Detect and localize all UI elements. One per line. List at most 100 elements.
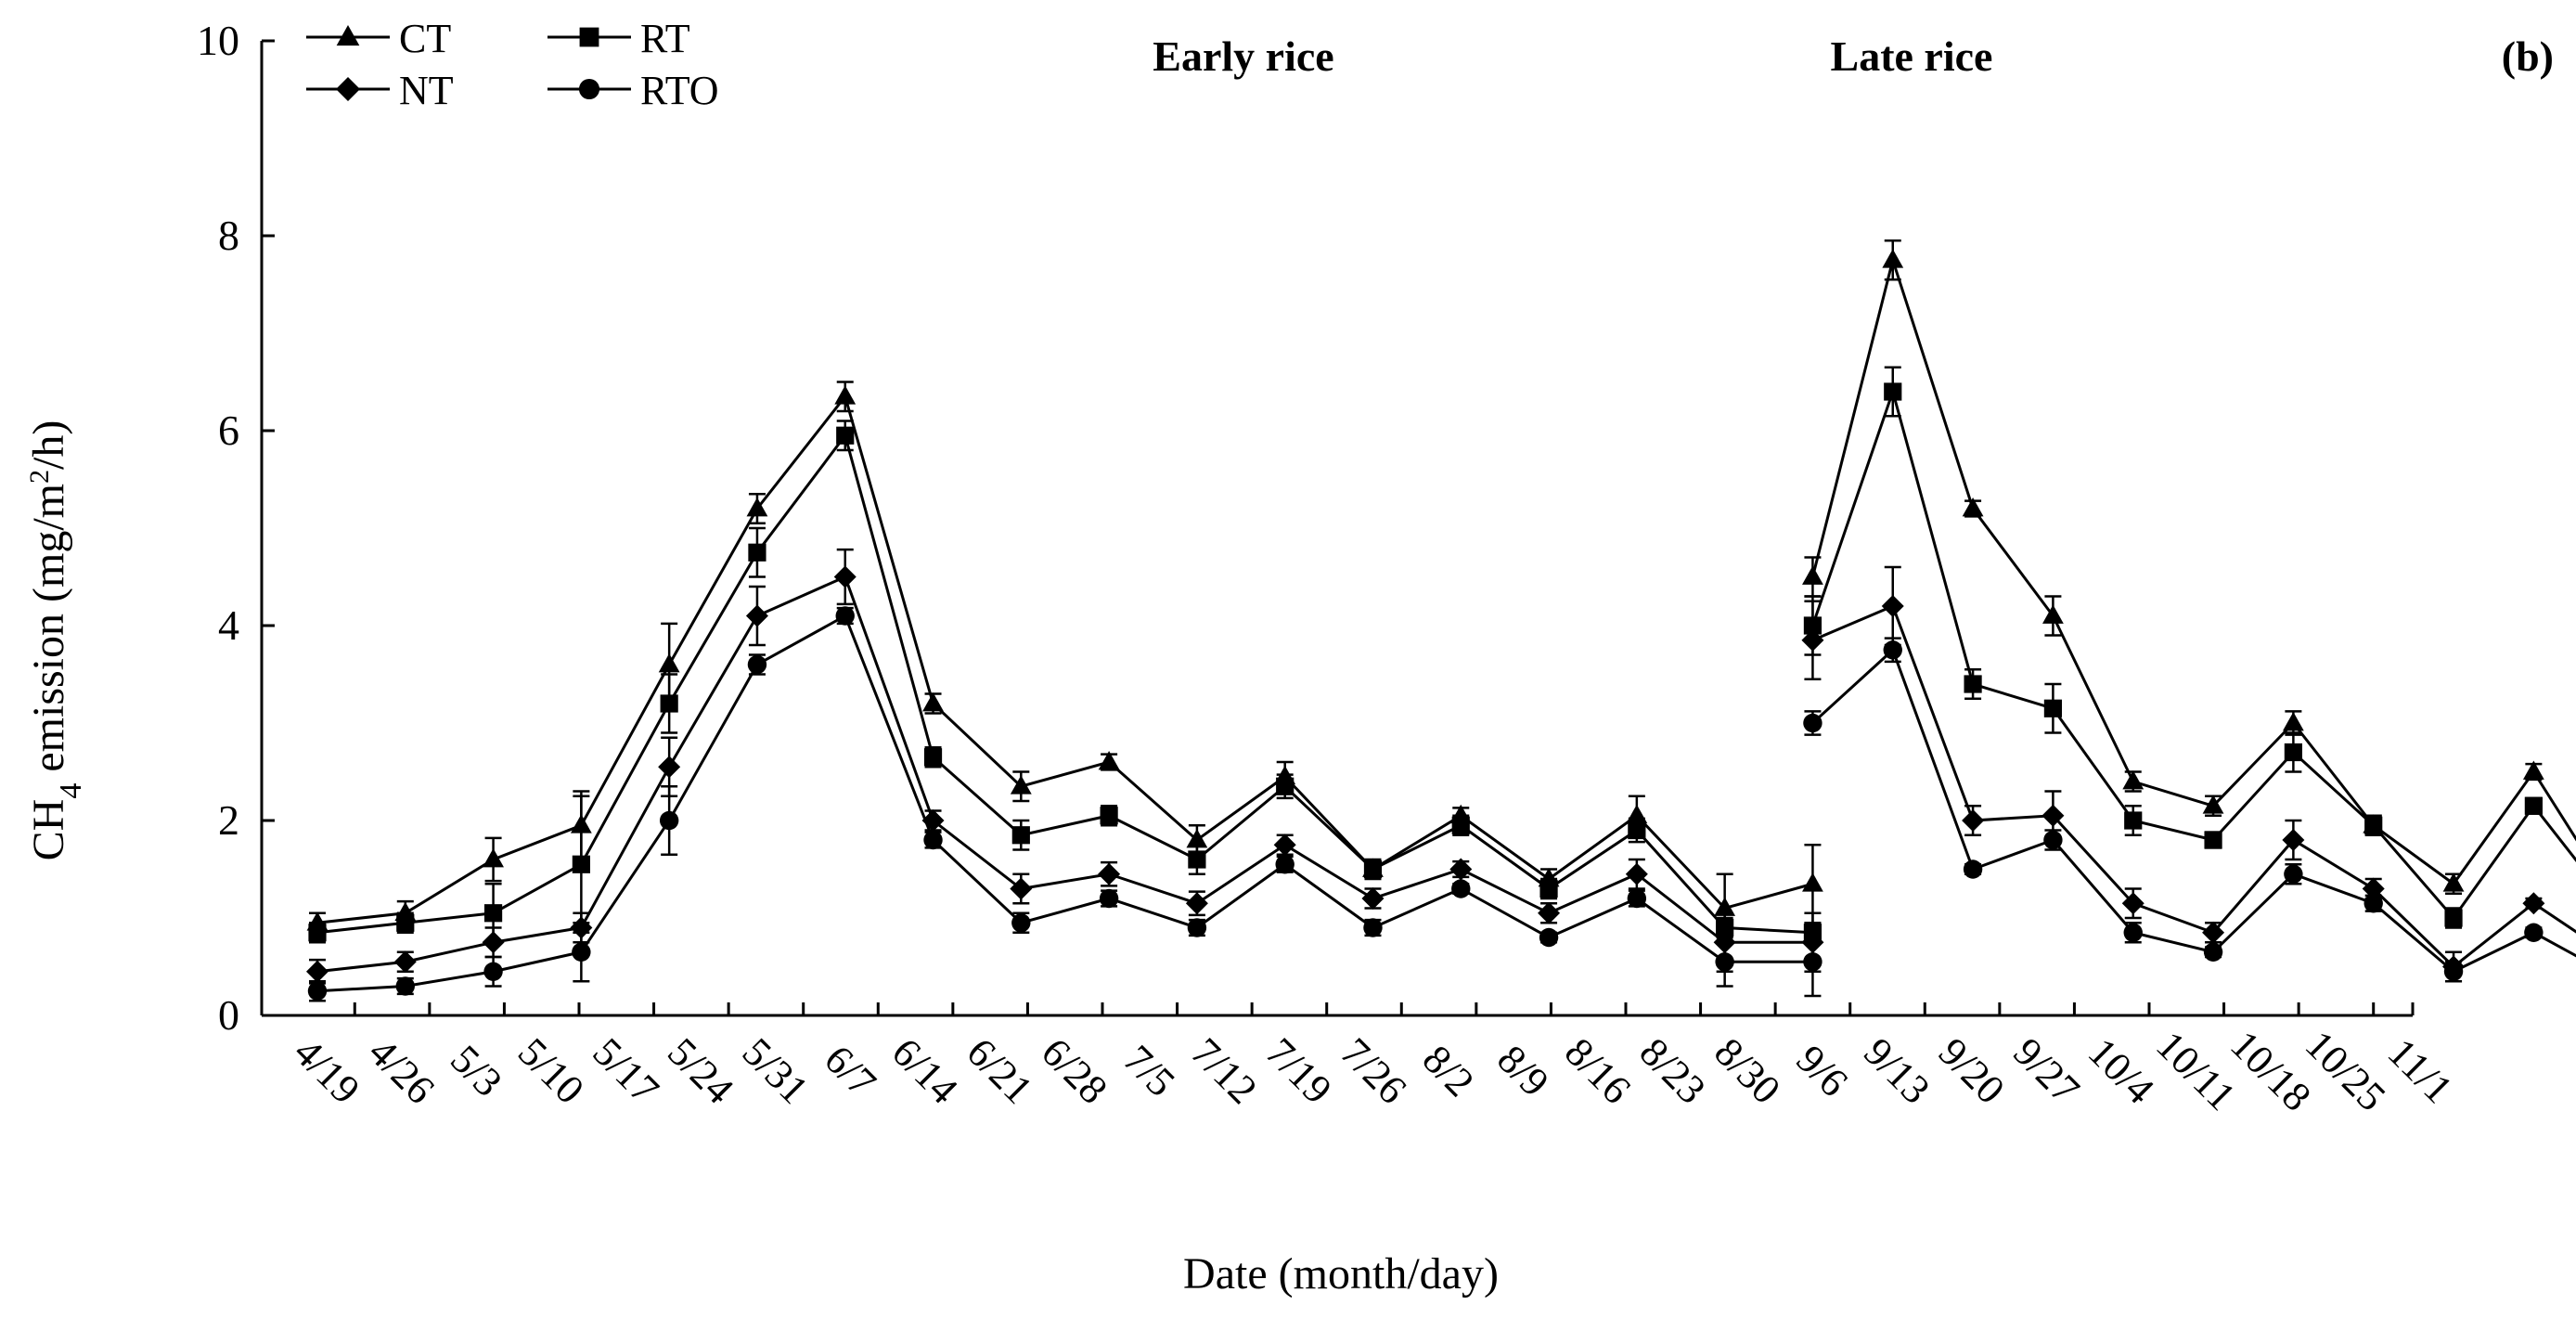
data-point-rto <box>395 976 415 996</box>
legend-marker-rto <box>578 78 600 100</box>
data-point-rto <box>2363 894 2383 913</box>
x-tick-label: 5/10 <box>509 1029 593 1113</box>
series-rto <box>307 606 2576 1002</box>
data-point-rto <box>2043 830 2063 850</box>
y-tick-label: 6 <box>218 407 239 454</box>
legend-label: NT <box>399 68 454 113</box>
data-point-nt <box>2041 804 2065 827</box>
data-point-rt <box>572 855 590 873</box>
data-point-ct <box>1882 249 1904 268</box>
data-point-rto <box>1539 927 1559 948</box>
y-tick-label: 2 <box>218 796 239 844</box>
legend-marker-rt <box>579 27 599 47</box>
data-point-ct <box>1186 829 1208 848</box>
data-point-rto <box>1715 952 1734 972</box>
series-line-nt <box>316 575 1813 974</box>
data-point-nt <box>2121 892 2145 915</box>
data-point-rto <box>1883 640 1902 660</box>
legend-label: CT <box>399 16 451 61</box>
data-point-nt <box>1538 901 1561 924</box>
x-tick-label: 6/14 <box>883 1029 967 1113</box>
data-point-rt <box>2284 743 2302 762</box>
legend-item-ct: CT <box>306 16 451 61</box>
data-point-rt <box>1964 675 1982 693</box>
series-line-rt <box>1811 386 2576 921</box>
x-tick-label: 9/20 <box>1930 1029 2014 1113</box>
data-point-rt <box>2204 831 2222 849</box>
data-point-ct <box>2522 760 2544 780</box>
y-axis-title-suffix: /h) <box>24 420 73 470</box>
data-point-rt <box>1188 850 1206 869</box>
data-point-nt <box>1801 628 1824 652</box>
data-point-nt <box>2282 829 2305 851</box>
data-point-nt <box>1625 862 1648 885</box>
data-point-rt <box>2124 811 2143 830</box>
data-point-rt <box>1100 807 1118 825</box>
series-layer <box>306 239 2576 1002</box>
data-point-rto <box>835 606 855 626</box>
data-point-ct <box>1010 775 1032 795</box>
data-point-nt <box>306 960 328 983</box>
data-point-rto <box>1963 859 1983 879</box>
data-point-nt <box>1449 858 1473 881</box>
data-point-ct <box>2202 795 2224 814</box>
y-axis-title-superscript: 2 <box>24 470 55 484</box>
panel-label: (b) <box>2502 32 2554 80</box>
axes: 0 2 4 6 8 10 4/194/265/35/105/175/245/316/76/1… <box>197 17 2462 1120</box>
data-point-ct <box>922 692 944 712</box>
x-tick-label: 10/25 <box>2297 1022 2395 1120</box>
data-point-rto <box>1011 913 1031 933</box>
data-point-rt <box>1451 816 1470 834</box>
x-tick-label: 8/9 <box>1488 1037 1557 1105</box>
x-tick-label: 10/4 <box>2080 1029 2163 1113</box>
data-point-ct <box>2442 872 2465 892</box>
x-tick-label: 6/28 <box>1033 1029 1116 1113</box>
series-line-rt <box>316 432 1813 935</box>
x-tick-label: 8/16 <box>1556 1029 1640 1113</box>
data-point-rt <box>2524 796 2543 815</box>
data-point-rto <box>1803 713 1823 733</box>
data-point-rto <box>483 962 503 981</box>
y-axis-title-mid: emission (mg/m <box>24 484 73 783</box>
data-point-ct <box>1098 751 1120 770</box>
data-point-rto <box>1275 855 1294 874</box>
x-tick-label: 8/2 <box>1414 1037 1483 1105</box>
data-point-rt <box>2444 909 2463 927</box>
x-tick-label: 6/21 <box>958 1029 1041 1113</box>
data-point-ct <box>2122 770 2145 790</box>
data-point-nt <box>2202 921 2225 944</box>
data-point-nt <box>1361 887 1385 910</box>
data-point-rto <box>659 810 679 831</box>
x-axis-title: Date (month/day) <box>1183 1249 1499 1299</box>
data-point-rt <box>1276 777 1294 795</box>
legend-item-nt: NT <box>306 68 454 113</box>
data-point-rto <box>2284 864 2303 884</box>
y-axis-title-subscript: 4 <box>54 783 88 799</box>
data-point-rt <box>836 426 855 445</box>
x-tick-label: 10/18 <box>2222 1022 2320 1120</box>
x-tick-label: 9/13 <box>1855 1029 1938 1113</box>
data-point-nt <box>833 565 857 588</box>
data-point-ct <box>1802 872 1823 892</box>
data-point-nt <box>1962 809 1985 832</box>
data-point-rto <box>2123 923 2143 942</box>
series-line-ct <box>316 394 1813 924</box>
x-tick-label: 7/26 <box>1332 1029 1415 1113</box>
data-point-rt <box>483 904 503 923</box>
data-point-nt <box>1010 877 1033 900</box>
y-tick-label: 8 <box>218 212 239 259</box>
y-axis-title: CH4 emission (mg/m2/h) <box>24 420 88 861</box>
data-point-ct <box>834 385 857 405</box>
data-point-rt <box>660 694 678 713</box>
data-point-ct <box>658 653 680 673</box>
data-point-rto <box>1099 888 1119 909</box>
data-point-rt <box>1011 826 1030 845</box>
data-point-rto <box>307 981 328 1001</box>
data-point-rt <box>1363 859 1383 879</box>
data-point-rto <box>572 942 591 962</box>
data-point-nt <box>1185 892 1208 915</box>
data-point-ct <box>2282 712 2304 731</box>
data-point-nt <box>1273 833 1296 857</box>
data-point-rto <box>2203 942 2223 962</box>
